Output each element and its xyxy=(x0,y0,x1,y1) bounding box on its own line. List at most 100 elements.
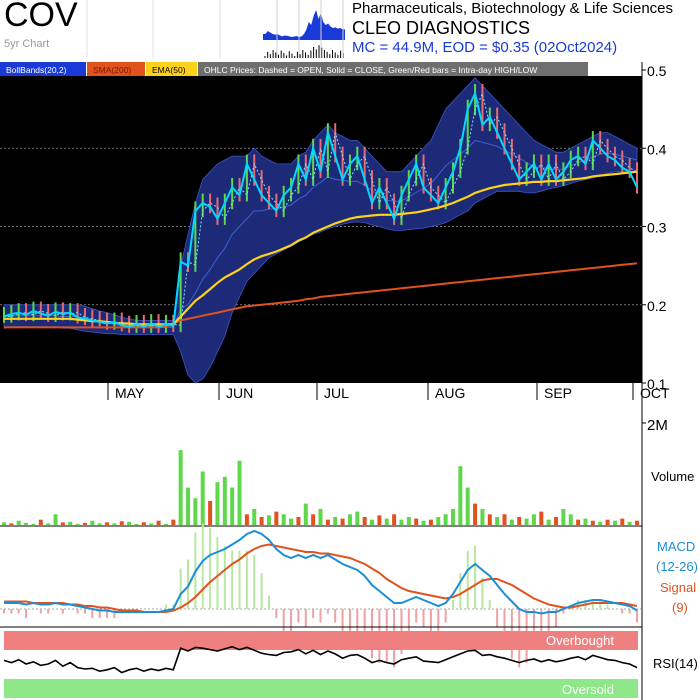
month-label: OCT xyxy=(640,385,670,401)
overbought-label: Overbought xyxy=(546,633,614,648)
volume-bar xyxy=(296,516,301,525)
volume-bar xyxy=(428,519,433,525)
market-stats: MC = 44.9M, EOD = $0.35 (02Oct2024) xyxy=(352,39,618,56)
volume-bar xyxy=(443,514,448,525)
volume-axis-max: 2M xyxy=(647,417,668,434)
volume-bar xyxy=(568,514,573,525)
volume-bar xyxy=(2,522,6,525)
close-price-line xyxy=(3,90,638,328)
month-label: JUN xyxy=(226,385,253,401)
volume-bar xyxy=(406,516,411,525)
volume-bar xyxy=(620,518,625,525)
volume-bar xyxy=(333,516,338,525)
volume-bar xyxy=(274,511,279,525)
oversold-zone xyxy=(4,679,638,698)
volume-bar xyxy=(244,514,249,525)
volume-bar xyxy=(311,514,316,525)
price-axis-label: 0.5 xyxy=(647,63,667,79)
volume-bar xyxy=(517,516,522,525)
sma200-line xyxy=(4,262,638,329)
volume-bar xyxy=(119,521,124,525)
volume-bar xyxy=(9,523,14,525)
volume-bar xyxy=(465,487,470,525)
volume-bar xyxy=(414,518,419,525)
legend-swatch xyxy=(87,62,145,76)
volume-bar xyxy=(127,521,132,525)
volume-bar xyxy=(399,519,404,525)
overbought-zone xyxy=(4,631,638,650)
volume-bar xyxy=(149,523,154,525)
chart-period: 5yr Chart xyxy=(4,38,50,50)
volume-bar xyxy=(141,522,146,525)
volume-bar xyxy=(355,511,360,525)
month-label: MAY xyxy=(115,385,145,401)
legend-label: BollBands(20,2) xyxy=(6,65,67,75)
rsi-line xyxy=(3,645,638,674)
volume-bar xyxy=(539,511,544,525)
volume-bar xyxy=(75,523,80,525)
volume-bar xyxy=(31,523,36,525)
legend-swatch xyxy=(0,62,86,76)
volume-bar xyxy=(421,520,426,525)
volume-bar xyxy=(612,520,617,525)
price-panel: 0.5 0.4 0.3 0.2 0.1 MAY JUN JUL AUG SEP OCT xyxy=(0,62,670,700)
volume-bar xyxy=(105,522,110,525)
volume-bar xyxy=(171,519,176,525)
macd-label: MACD xyxy=(657,539,695,554)
volume-bar xyxy=(215,482,220,525)
volume-bar xyxy=(627,521,632,525)
volume-bar xyxy=(546,519,551,525)
volume-bar xyxy=(259,516,264,525)
sector-label: Pharmaceuticals, Biotechnology & Life Sc… xyxy=(352,0,674,17)
price-axis-label: 0.3 xyxy=(647,220,667,236)
macd-line xyxy=(4,529,638,615)
volume-bar xyxy=(362,516,367,525)
signal-params: (9) xyxy=(672,600,688,615)
volume-axis-label: Volume xyxy=(651,469,694,484)
volume-bar xyxy=(502,514,507,525)
price-axis-label: 0.2 xyxy=(647,298,667,314)
volume-bar xyxy=(325,519,330,525)
volume-bar xyxy=(450,508,455,525)
company-name: CLEO DIAGNOSTICS xyxy=(352,18,531,38)
volume-panel: 2M Volume xyxy=(0,417,694,527)
volume-bar xyxy=(370,519,375,525)
volume-bar xyxy=(193,498,198,525)
signal-label: Signal xyxy=(660,580,696,595)
volume-bar xyxy=(598,521,603,525)
volume-bar xyxy=(495,516,500,525)
open-price-line xyxy=(4,92,638,328)
volume-bar xyxy=(590,520,595,525)
volume-bar xyxy=(347,514,352,525)
volume-bar xyxy=(289,518,294,525)
volume-bar xyxy=(208,500,213,525)
volume-bar xyxy=(60,522,65,525)
month-label: JUL xyxy=(324,385,349,401)
month-label: AUG xyxy=(435,385,465,401)
volume-bar xyxy=(252,508,257,525)
volume-bar xyxy=(576,519,581,525)
legend-label: SMA(200) xyxy=(93,65,131,75)
volume-bar xyxy=(531,514,536,525)
volume-bar xyxy=(237,460,242,525)
volume-bar xyxy=(487,514,492,525)
rsi-panel: Overbought Oversold RSI(14) xyxy=(3,631,698,698)
price-axis-label: 0.4 xyxy=(647,141,667,157)
header-sparkline xyxy=(86,0,345,58)
volume-bar xyxy=(340,518,345,525)
volume-bar xyxy=(458,466,463,525)
macd-params: (12-26) xyxy=(656,559,698,574)
oversold-label: Oversold xyxy=(562,682,614,697)
volume-bar xyxy=(583,518,588,525)
volume-bar xyxy=(68,521,73,525)
legend-label: OHLC Prices: Dashed = OPEN, Solid = CLOS… xyxy=(204,65,537,75)
volume-bar xyxy=(230,487,235,525)
volume-bar xyxy=(222,476,227,525)
month-label: SEP xyxy=(544,385,572,401)
volume-bar xyxy=(605,519,610,525)
volume-bar xyxy=(436,516,441,525)
indicator-legend: BollBands(20,2) SMA(200) EMA(50) OHLC Price… xyxy=(0,62,588,76)
volume-bar xyxy=(480,508,485,525)
volume-bar xyxy=(156,520,161,525)
